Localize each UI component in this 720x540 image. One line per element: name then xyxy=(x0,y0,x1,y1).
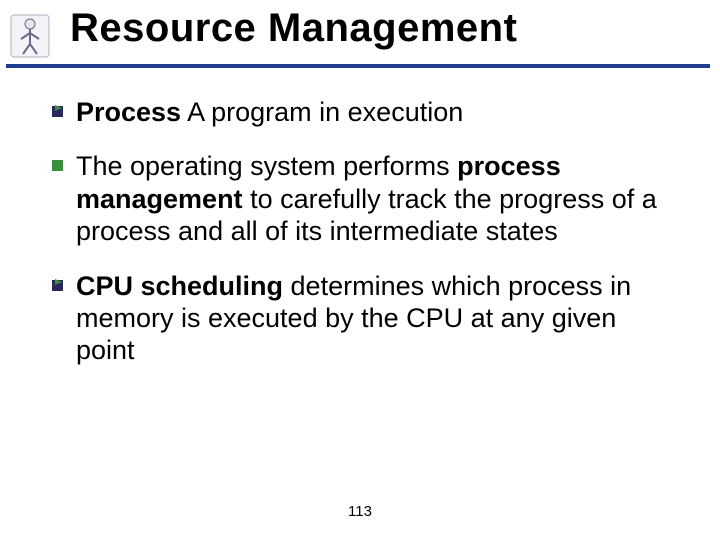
bullet-square-icon xyxy=(52,160,63,171)
text: The operating system performs xyxy=(76,151,457,181)
page-number: 113 xyxy=(0,503,720,520)
text-bold: CPU scheduling xyxy=(76,271,283,301)
bullet-arrow-icon xyxy=(55,279,62,285)
figure-icon xyxy=(10,14,50,58)
text-bold: Process xyxy=(76,97,181,127)
list-item: CPU scheduling determines which process … xyxy=(76,270,680,367)
list-item: The operating system performs process ma… xyxy=(76,150,680,247)
page-title: Resource Management xyxy=(70,6,700,51)
bullet-arrow-icon xyxy=(55,105,62,111)
title-wrap: Resource Management xyxy=(70,6,700,51)
slide: Resource Management Process A program in… xyxy=(0,0,720,540)
content: Process A program in execution The operat… xyxy=(76,96,680,389)
list-item: Process A program in execution xyxy=(76,96,680,128)
list-item-text: CPU scheduling determines which process … xyxy=(76,270,680,367)
title-rule xyxy=(6,64,710,68)
list-item-text: The operating system performs process ma… xyxy=(76,150,680,247)
text: A program in execution xyxy=(181,97,463,127)
list-item-text: Process A program in execution xyxy=(76,96,680,128)
